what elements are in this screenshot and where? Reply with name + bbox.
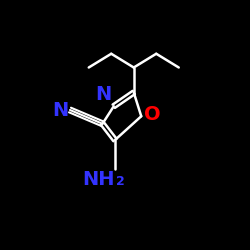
Text: 2: 2 [116, 175, 125, 188]
Text: N: N [96, 85, 112, 104]
Text: N: N [52, 100, 68, 119]
Text: NH: NH [82, 170, 115, 189]
Text: O: O [144, 106, 160, 124]
